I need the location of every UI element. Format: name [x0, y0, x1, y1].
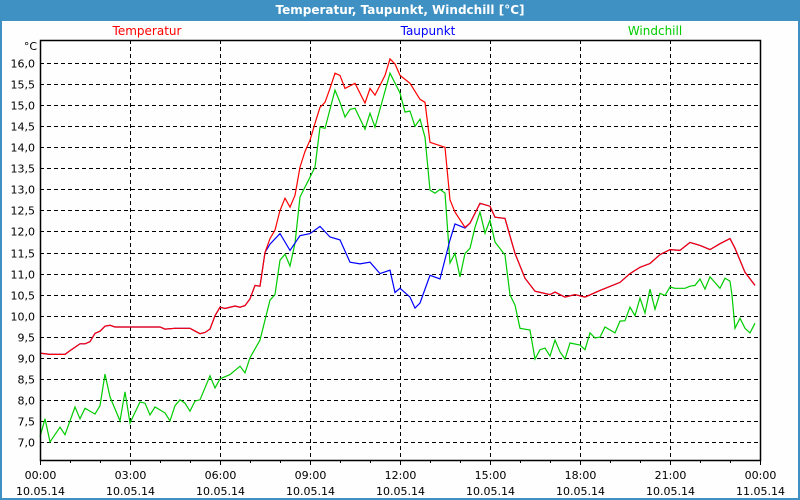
y-tick-label: 9,5 — [18, 332, 36, 345]
y-tick-label: 14,5 — [11, 121, 36, 134]
series-line-taupunkt — [39, 202, 756, 355]
y-tick-label: 14,0 — [11, 142, 36, 155]
legend-taupunkt: Taupunkt — [400, 24, 456, 38]
legend-windchill: Windchill — [628, 24, 682, 38]
x-tick-date: 10.05.14 — [16, 485, 65, 498]
y-tick-label: 13,0 — [11, 184, 36, 197]
y-tick-label: 10,0 — [11, 311, 36, 324]
y-tick-label: 11,0 — [11, 269, 36, 282]
y-tick-label: 9,0 — [18, 353, 36, 366]
y-tick-label: 16,0 — [11, 58, 36, 71]
x-tick-time: 00:00 — [25, 469, 57, 482]
x-tick-time: 06:00 — [205, 469, 237, 482]
y-tick-label: 7,5 — [18, 416, 36, 429]
y-tick-label: 7,0 — [18, 437, 36, 450]
x-tick-date: 10.05.14 — [286, 485, 335, 498]
x-tick-date: 10.05.14 — [106, 485, 155, 498]
y-tick-label: 13,5 — [11, 163, 36, 176]
y-tick-label: 15,0 — [11, 100, 36, 113]
x-tick-date: 10.05.14 — [556, 485, 605, 498]
y-tick-label: 12,0 — [11, 226, 36, 239]
y-tick-label: 15,5 — [11, 79, 36, 92]
x-tick-date: 11.05.14 — [736, 485, 785, 498]
series-lines — [39, 57, 756, 444]
x-tick-date: 10.05.14 — [376, 485, 425, 498]
y-tick-label: 8,0 — [18, 395, 36, 408]
axes: 7,0 7,5 8,0 8,5 9,0 9,5 10,0 10,5 11,0 11,5 12,0 12… — [11, 40, 785, 498]
x-tick-date: 10.05.14 — [466, 485, 515, 498]
series-line-windchill — [39, 71, 756, 444]
x-tick-date: 10.05.14 — [646, 485, 695, 498]
x-tick-date: 10.05.14 — [196, 485, 245, 498]
y-tick-label: 12,5 — [11, 205, 36, 218]
y-tick-label: 8,5 — [18, 374, 36, 387]
x-tick-time: 12:00 — [385, 469, 417, 482]
y-axis-unit: °C — [24, 40, 38, 53]
series-line-temperatur — [39, 57, 756, 355]
legend-temperatur: Temperatur — [112, 24, 182, 38]
y-tick-label: 11,5 — [11, 248, 36, 261]
legend: Temperatur Taupunkt Windchill — [112, 24, 683, 38]
x-tick-time: 15:00 — [475, 469, 507, 482]
x-tick-time: 21:00 — [655, 469, 687, 482]
x-tick-time: 18:00 — [565, 469, 597, 482]
grid — [40, 40, 760, 460]
x-tick-time: 03:00 — [115, 469, 147, 482]
x-tick-time: 09:00 — [295, 469, 327, 482]
y-tick-label: 10,5 — [11, 290, 36, 303]
window-title: Temperatur, Taupunkt, Windchill [°C] — [0, 0, 800, 21]
x-tick-time: 00:00 — [745, 469, 777, 482]
